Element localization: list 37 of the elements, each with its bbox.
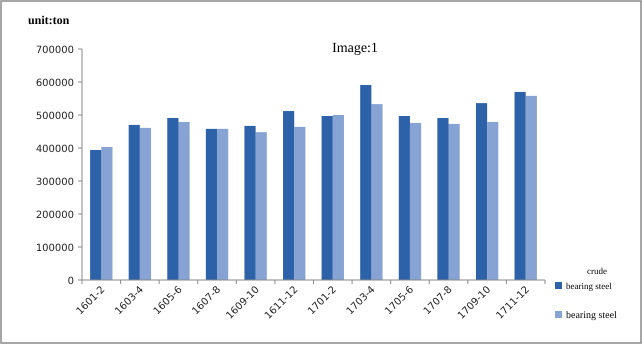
bar (178, 122, 190, 280)
bar (128, 124, 140, 280)
bar (206, 128, 218, 280)
bar (514, 92, 526, 280)
bar (283, 111, 294, 280)
chart-title: Image:1 (332, 41, 378, 56)
bar (101, 147, 112, 280)
legend-label: bearing steel (566, 281, 612, 291)
y-tick-label: 400000 (36, 144, 74, 155)
bar (371, 104, 383, 280)
bar (332, 115, 344, 280)
bar (410, 122, 422, 280)
y-tick-label: 300000 (36, 177, 74, 188)
bar (360, 84, 372, 280)
legend-label: bearing steel (566, 310, 618, 321)
y-tick-label: 0 (68, 276, 74, 287)
bar (448, 124, 460, 280)
bar (140, 128, 152, 280)
y-axis-title: unit:ton (28, 13, 70, 27)
y-tick-label: 100000 (36, 243, 74, 254)
bar (256, 132, 267, 280)
bar (398, 116, 410, 280)
legend-title: crude (587, 266, 607, 276)
bar (322, 116, 333, 280)
y-tick-label: 600000 (36, 78, 74, 89)
y-tick-label: 200000 (36, 210, 74, 221)
bar (526, 96, 537, 280)
bar (90, 150, 102, 280)
bar (167, 118, 178, 280)
bar (437, 118, 449, 280)
bar (294, 126, 306, 280)
bar (487, 122, 498, 280)
y-tick-label: 500000 (36, 111, 74, 122)
bar (217, 128, 228, 280)
bar (476, 103, 488, 280)
bar (244, 126, 256, 280)
y-tick-label: 700000 (36, 45, 74, 56)
